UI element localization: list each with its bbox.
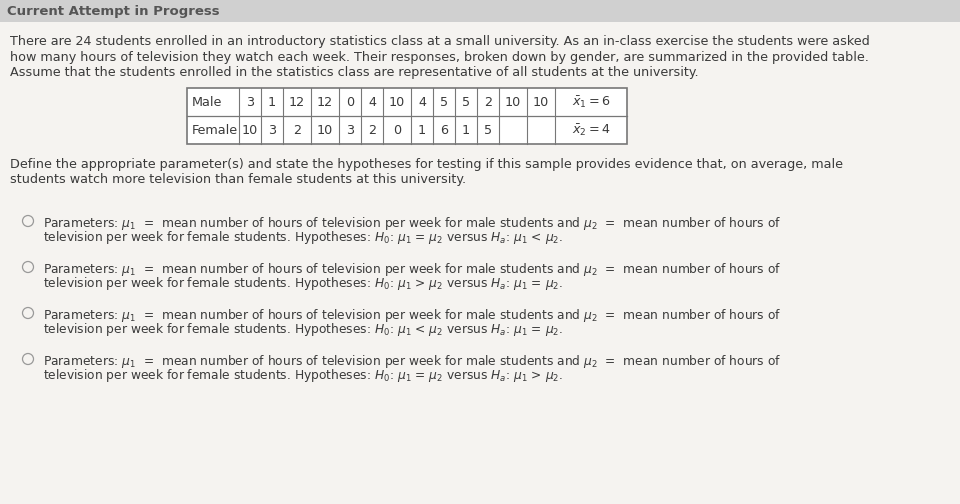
Text: 10: 10	[317, 123, 333, 137]
Circle shape	[22, 262, 34, 273]
Text: 2: 2	[484, 95, 492, 108]
Bar	[187, 88, 627, 144]
Bar	[187, 88, 627, 144]
Text: Parameters: $\mu_1$  =  mean number of hours of television per week for male stu: Parameters: $\mu_1$ = mean number of hou…	[43, 353, 781, 370]
Text: 1: 1	[462, 123, 470, 137]
Text: 6: 6	[440, 123, 448, 137]
Text: Assume that the students enrolled in the statistics class are representative of : Assume that the students enrolled in the…	[10, 66, 699, 79]
Text: 5: 5	[462, 95, 470, 108]
Circle shape	[22, 353, 34, 364]
Text: 2: 2	[293, 123, 301, 137]
Text: students watch more television than female students at this university.: students watch more television than fema…	[10, 173, 467, 186]
Text: Parameters: $\mu_1$  =  mean number of hours of television per week for male stu: Parameters: $\mu_1$ = mean number of hou…	[43, 261, 781, 278]
Text: 3: 3	[246, 95, 254, 108]
Text: 0: 0	[393, 123, 401, 137]
Text: 10: 10	[505, 95, 521, 108]
Text: 4: 4	[418, 95, 426, 108]
Text: 12: 12	[317, 95, 333, 108]
Text: 1: 1	[268, 95, 276, 108]
Text: Current Attempt in Progress: Current Attempt in Progress	[7, 5, 220, 18]
Text: Male: Male	[192, 95, 223, 108]
Text: Parameters: $\mu_1$  =  mean number of hours of television per week for male stu: Parameters: $\mu_1$ = mean number of hou…	[43, 215, 781, 232]
Text: television per week for female students. Hypotheses: $H_0$: $\mu_1$ < $\mu_2$ ve: television per week for female students.…	[43, 322, 564, 339]
Text: 5: 5	[484, 123, 492, 137]
Text: television per week for female students. Hypotheses: $H_0$: $\mu_1$ > $\mu_2$ ve: television per week for female students.…	[43, 276, 564, 292]
Text: Female: Female	[192, 123, 238, 137]
Text: 12: 12	[289, 95, 305, 108]
Text: 10: 10	[533, 95, 549, 108]
Text: television per week for female students. Hypotheses: $H_0$: $\mu_1$ = $\mu_2$ ve: television per week for female students.…	[43, 229, 564, 246]
Text: 3: 3	[346, 123, 354, 137]
Circle shape	[22, 307, 34, 319]
Text: There are 24 students enrolled in an introductory statistics class at a small un: There are 24 students enrolled in an int…	[10, 35, 870, 48]
Text: 0: 0	[346, 95, 354, 108]
Text: Parameters: $\mu_1$  =  mean number of hours of television per week for male stu: Parameters: $\mu_1$ = mean number of hou…	[43, 307, 781, 324]
Text: $\bar{x}_2 = 4$: $\bar{x}_2 = 4$	[571, 122, 611, 138]
Text: how many hours of television they watch each week. Their responses, broken down : how many hours of television they watch …	[10, 50, 869, 64]
Text: 10: 10	[389, 95, 405, 108]
Text: 2: 2	[368, 123, 376, 137]
Text: $\bar{x}_1 = 6$: $\bar{x}_1 = 6$	[571, 94, 611, 110]
Text: 3: 3	[268, 123, 276, 137]
Text: 5: 5	[440, 95, 448, 108]
Bar	[0, 0, 960, 22]
Text: Define the appropriate parameter(s) and state the hypotheses for testing if this: Define the appropriate parameter(s) and …	[10, 158, 843, 171]
Text: 4: 4	[368, 95, 376, 108]
Text: 10: 10	[242, 123, 258, 137]
Circle shape	[22, 216, 34, 226]
Text: television per week for female students. Hypotheses: $H_0$: $\mu_1$ = $\mu_2$ ve: television per week for female students.…	[43, 367, 564, 385]
Text: 1: 1	[418, 123, 426, 137]
